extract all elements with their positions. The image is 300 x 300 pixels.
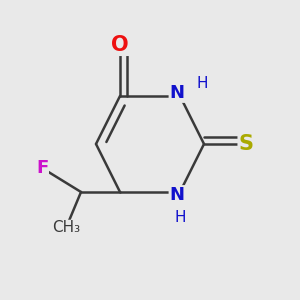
Text: N: N [169, 84, 184, 102]
Text: F: F [36, 159, 48, 177]
Text: H: H [197, 76, 208, 92]
Text: H: H [174, 210, 186, 225]
Text: CH₃: CH₃ [52, 220, 80, 236]
Text: N: N [169, 186, 184, 204]
Text: S: S [238, 134, 253, 154]
Text: O: O [111, 35, 129, 55]
